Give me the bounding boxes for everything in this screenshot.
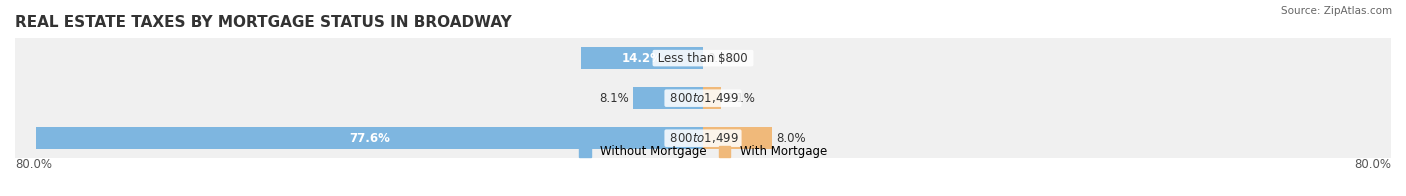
Text: $800 to $1,499: $800 to $1,499 [666, 131, 740, 145]
Text: 0.0%: 0.0% [707, 52, 737, 65]
Bar [703, 127, 772, 149]
Text: $800 to $1,499: $800 to $1,499 [666, 91, 740, 105]
Bar [703, 87, 721, 109]
Text: 8.0%: 8.0% [776, 132, 806, 145]
Text: Less than $800: Less than $800 [654, 52, 752, 65]
Text: 8.1%: 8.1% [599, 92, 628, 105]
Text: 77.6%: 77.6% [349, 132, 389, 145]
Text: 80.0%: 80.0% [1354, 158, 1391, 171]
Text: 14.2%: 14.2% [621, 52, 662, 65]
Bar [15, 118, 1391, 158]
Bar [35, 127, 703, 149]
Legend: Without Mortgage, With Mortgage: Without Mortgage, With Mortgage [579, 145, 827, 158]
Text: REAL ESTATE TAXES BY MORTGAGE STATUS IN BROADWAY: REAL ESTATE TAXES BY MORTGAGE STATUS IN … [15, 15, 512, 30]
Text: Source: ZipAtlas.com: Source: ZipAtlas.com [1281, 6, 1392, 16]
Text: 80.0%: 80.0% [15, 158, 52, 171]
Text: 2.1%: 2.1% [725, 92, 755, 105]
Bar [15, 78, 1391, 118]
Bar [15, 38, 1391, 78]
Bar [581, 47, 703, 69]
Bar [633, 87, 703, 109]
